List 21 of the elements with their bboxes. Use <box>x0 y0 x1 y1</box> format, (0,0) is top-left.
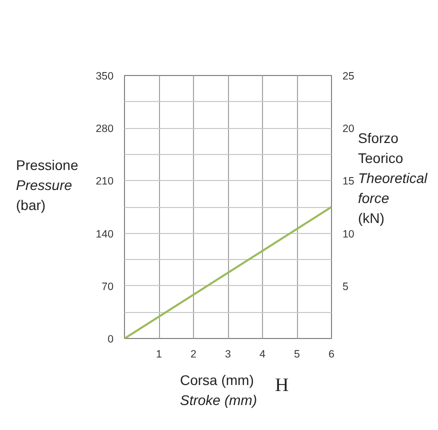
x-tick-label: 2 <box>190 348 197 360</box>
y-tick-label: 70 <box>102 280 114 293</box>
y2-tick-label: 20 <box>342 123 354 136</box>
text: H <box>275 375 289 398</box>
y-tick-label: 210 <box>96 176 114 188</box>
x-tick-label: 3 <box>225 348 232 360</box>
x-tick-label: 1 <box>156 348 162 360</box>
y2-tick-label: 25 <box>342 70 354 82</box>
y-tick-label: 350 <box>96 70 114 82</box>
y2-axis-title: Sforzo Teorico Theoretical force (kN) <box>358 129 428 228</box>
y-tick-label: 280 <box>96 123 114 136</box>
x-tick-label: 6 <box>328 348 335 360</box>
y-tick-label: 140 <box>96 228 114 240</box>
y-axis-title: Pressione Pressure (bar) <box>16 156 78 215</box>
x-tick-label: 4 <box>260 348 266 360</box>
x-axis-title: Corsa (mm) Stroke (mm) <box>180 371 257 410</box>
y2-tick-label: 5 <box>342 280 348 293</box>
y2-tick-label: 10 <box>342 228 354 240</box>
x-tick-label: 5 <box>294 348 300 360</box>
y-tick-label: 0 <box>108 334 114 346</box>
y2-tick-label: 15 <box>342 176 354 188</box>
